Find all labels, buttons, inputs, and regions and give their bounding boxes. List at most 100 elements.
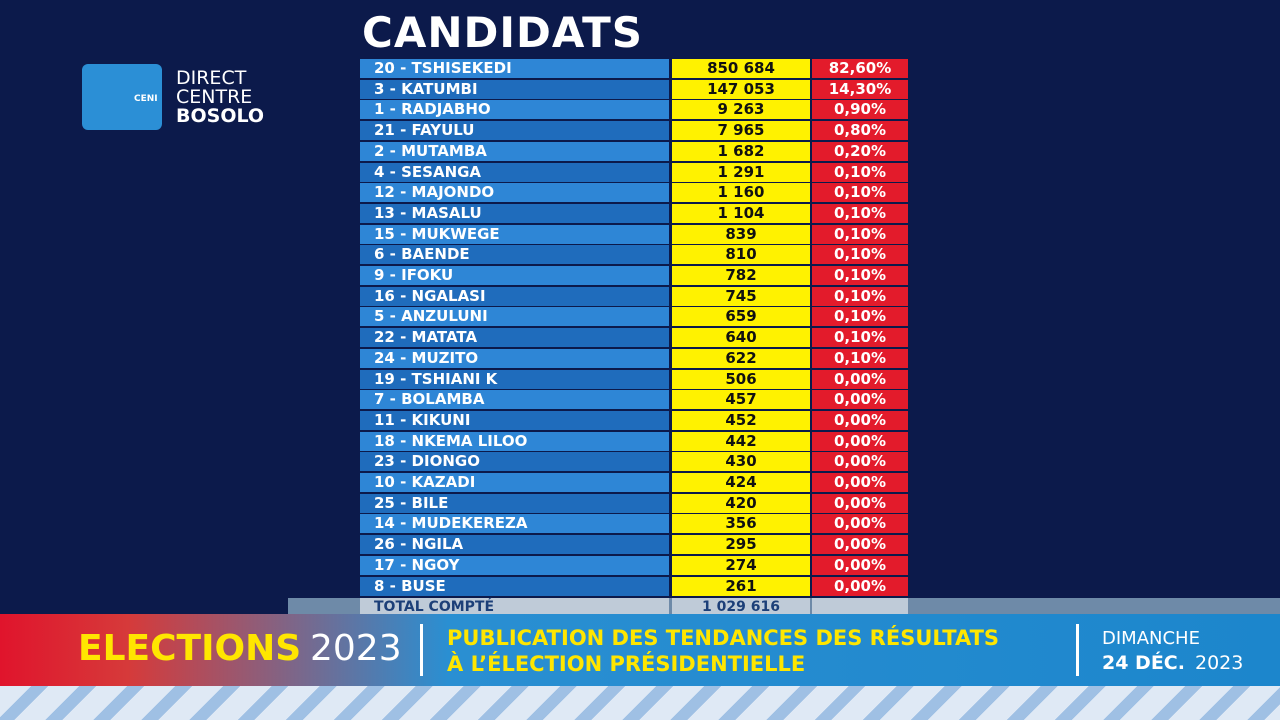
votes: 424 (672, 473, 810, 492)
votes: 430 (672, 452, 810, 472)
percent: 0,00% (812, 431, 908, 451)
headline: À L’ÉLECTION PRÉSIDENTIELLE (447, 652, 806, 676)
votes: 261 (672, 576, 810, 596)
candidate: 8 - BUSE (360, 576, 669, 596)
table-row: 9 - IFOKU 782 0,10% (360, 266, 910, 285)
table-row: 7 - BOLAMBA 457 0,00% (360, 390, 910, 410)
candidate: 19 - TSHIANI K (360, 369, 669, 389)
table-row: 22 - MATATA 640 0,10% (360, 328, 910, 348)
votes: 9 263 (672, 100, 810, 120)
percent: 0,10% (812, 307, 908, 327)
candidate: 16 - NGALASI (360, 286, 669, 306)
logo-line: BOSOLO (176, 105, 265, 127)
percent: 0,00% (812, 555, 908, 575)
votes: 420 (672, 493, 810, 513)
banner-date: 24 DÉC. (1102, 652, 1185, 674)
percent: 0,00% (812, 576, 908, 596)
percent: 0,10% (812, 162, 908, 182)
candidate: 2 - MUTAMBA (360, 141, 669, 161)
votes: 7 965 (672, 121, 810, 141)
title: CANDIDATS (362, 8, 643, 57)
total-label: TOTAL COMPTÉ (360, 598, 669, 615)
candidate: 23 - DIONGO (360, 452, 669, 472)
candidate: 14 - MUDEKEREZA (360, 514, 669, 534)
candidate: 7 - BOLAMBA (360, 390, 669, 410)
table-row: 12 - MAJONDO 1 160 0,10% (360, 183, 910, 203)
logo-box-text: CENI (134, 94, 158, 104)
table-row: 4 - SESANGA 1 291 0,10% (360, 162, 910, 182)
table-row: 10 - KAZADI 424 0,00% (360, 473, 910, 492)
candidate: 5 - ANZULUNI (360, 307, 669, 327)
percent: 0,00% (812, 493, 908, 513)
table-row: 11 - KIKUNI 452 0,00% (360, 410, 910, 430)
logo-line: DIRECT (176, 67, 247, 89)
table-row: 13 - MASALU 1 104 0,10% (360, 203, 910, 223)
candidate: 20 - TSHISEKEDI (360, 59, 669, 78)
candidate: 26 - NGILA (360, 535, 669, 555)
votes: 1 682 (672, 141, 810, 161)
percent: 14,30% (812, 79, 908, 99)
candidate: 9 - IFOKU (360, 266, 669, 285)
percent: 0,20% (812, 141, 908, 161)
table-row: 2 - MUTAMBA 1 682 0,20% (360, 141, 910, 161)
percent: 0,00% (812, 535, 908, 555)
banner-date-year: 2023 (1195, 652, 1244, 674)
votes: 782 (672, 266, 810, 285)
stripes (0, 686, 1280, 720)
candidate: 25 - BILE (360, 493, 669, 513)
percent: 0,00% (812, 452, 908, 472)
table-row: 26 - NGILA 295 0,00% (360, 535, 910, 555)
percent: 0,00% (812, 473, 908, 492)
votes: 622 (672, 348, 810, 368)
percent: 0,00% (812, 390, 908, 410)
candidate: 22 - MATATA (360, 328, 669, 348)
table-row: 25 - BILE 420 0,00% (360, 493, 910, 513)
total-row: TOTAL COMPTÉ 1 029 616 (360, 598, 910, 615)
votes: 457 (672, 390, 810, 410)
banner-day: DIMANCHE (1102, 628, 1200, 649)
table-row: 1 - RADJABHO 9 263 0,90% (360, 100, 910, 120)
table-row: 17 - NGOY 274 0,00% (360, 555, 910, 575)
percent: 0,10% (812, 245, 908, 265)
candidate: 17 - NGOY (360, 555, 669, 575)
percent: 0,10% (812, 286, 908, 306)
table-row: 20 - TSHISEKEDI 850 684 82,60% (360, 59, 910, 78)
votes: 1 160 (672, 183, 810, 203)
table-row: 14 - MUDEKEREZA 356 0,00% (360, 514, 910, 534)
votes: 850 684 (672, 59, 810, 78)
candidate: 11 - KIKUNI (360, 410, 669, 430)
table-row: 23 - DIONGO 430 0,00% (360, 452, 910, 472)
candidate: 6 - BAENDE (360, 245, 669, 265)
votes: 1 104 (672, 203, 810, 223)
percent: 0,10% (812, 328, 908, 348)
banner-elections: ELECTIONS (78, 628, 302, 669)
banner: ELECTIONS 2023 PUBLICATION DES TENDANCES… (0, 614, 1280, 686)
votes: 810 (672, 245, 810, 265)
candidate: 10 - KAZADI (360, 473, 669, 492)
table-row: 21 - FAYULU 7 965 0,80% (360, 121, 910, 141)
votes: 295 (672, 535, 810, 555)
table-row: 16 - NGALASI 745 0,10% (360, 286, 910, 306)
total-value: 1 029 616 (672, 598, 810, 615)
logo-line: CENTRE (176, 86, 253, 108)
table-row: 8 - BUSE 261 0,00% (360, 576, 910, 596)
candidate: 21 - FAYULU (360, 121, 669, 141)
table-row: 6 - BAENDE 810 0,10% (360, 245, 910, 265)
percent: 0,80% (812, 121, 908, 141)
percent: 0,00% (812, 514, 908, 534)
votes: 1 291 (672, 162, 810, 182)
separator (1076, 624, 1079, 676)
percent: 0,10% (812, 266, 908, 285)
logo: CENI DIRECT CENTRE BOSOLO (82, 44, 282, 134)
votes: 452 (672, 410, 810, 430)
percent: 0,00% (812, 410, 908, 430)
candidate: 13 - MASALU (360, 203, 669, 223)
votes: 659 (672, 307, 810, 327)
percent: 82,60% (812, 59, 908, 78)
candidate: 12 - MAJONDO (360, 183, 669, 203)
votes: 640 (672, 328, 810, 348)
votes: 274 (672, 555, 810, 575)
table-row: 3 - KATUMBI 147 053 14,30% (360, 79, 910, 99)
votes: 506 (672, 369, 810, 389)
